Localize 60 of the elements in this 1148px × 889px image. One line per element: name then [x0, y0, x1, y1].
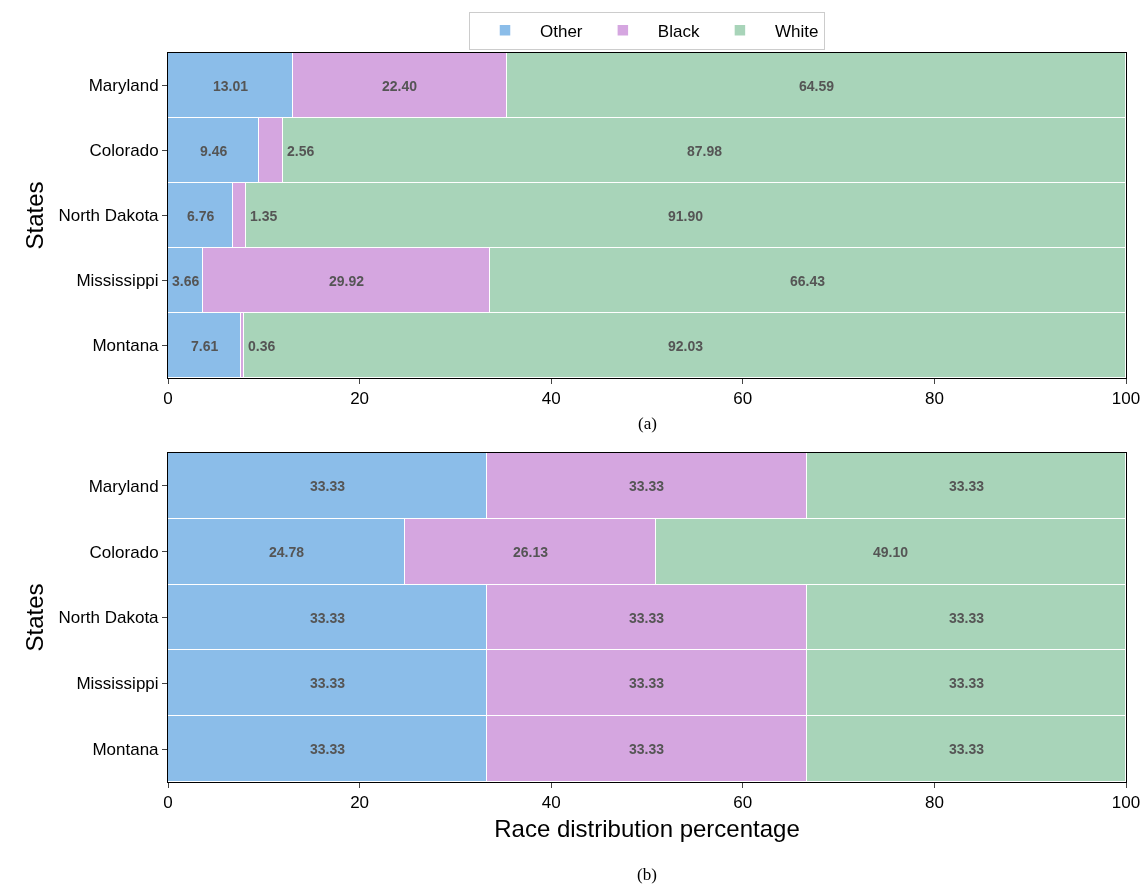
data-label: 92.03 — [668, 338, 704, 354]
x-axis-title: Race distribution percentage — [494, 814, 800, 842]
y-tick-label: Montana — [92, 336, 160, 356]
data-label: 29.92 — [329, 273, 365, 289]
legend-label: Other — [540, 21, 583, 41]
data-label: 33.33 — [629, 741, 665, 757]
data-label: 0.36 — [248, 338, 276, 354]
x-tick-label: 40 — [541, 389, 561, 409]
y-tick-label: Mississippi — [76, 674, 159, 694]
x-tick-label: 80 — [924, 389, 944, 409]
legend-label: White — [774, 21, 819, 41]
y-tick-label: Mississippi — [76, 271, 159, 291]
y-axis-title: States — [20, 181, 48, 250]
data-label: 6.76 — [187, 208, 215, 224]
x-tick-label: 0 — [163, 389, 173, 409]
data-label: 33.33 — [629, 478, 665, 494]
data-label: 24.78 — [269, 544, 305, 560]
y-tick-label: Colorado — [89, 141, 159, 161]
x-tick-label: 80 — [924, 793, 944, 813]
y-axis-title: States — [20, 583, 48, 652]
data-label: 7.61 — [191, 338, 219, 354]
data-label: 33.33 — [949, 675, 985, 691]
data-label: 22.40 — [382, 78, 418, 94]
y-tick-label: Maryland — [88, 476, 159, 496]
data-label: 64.59 — [799, 78, 835, 94]
text: (b) — [637, 865, 657, 884]
data-label: 26.13 — [513, 544, 549, 560]
y-tick-label: Maryland — [88, 76, 159, 96]
data-label: 87.98 — [687, 143, 723, 159]
data-label: 2.56 — [287, 143, 315, 159]
x-tick-label: 20 — [350, 389, 370, 409]
data-label: 33.33 — [949, 478, 985, 494]
legend-label: Black — [657, 21, 700, 41]
x-tick-label: 20 — [350, 793, 370, 813]
data-label: 9.46 — [200, 143, 228, 159]
data-label: 91.90 — [668, 208, 704, 224]
x-tick-label: 0 — [163, 793, 173, 813]
data-label: 33.33 — [949, 610, 985, 626]
data-label: 1.35 — [250, 208, 278, 224]
y-tick-label: North Dakota — [58, 608, 160, 628]
data-label: 33.33 — [949, 741, 985, 757]
data-label: 33.33 — [310, 741, 346, 757]
data-label: 33.33 — [310, 478, 346, 494]
data-label: 13.01 — [213, 78, 249, 94]
y-tick-label: North Dakota — [58, 206, 160, 226]
y-tick-label: Colorado — [89, 542, 159, 562]
data-label: 66.43 — [790, 273, 826, 289]
data-label: 3.66 — [172, 273, 200, 289]
data-label: 33.33 — [629, 675, 665, 691]
text: (a) — [638, 414, 657, 433]
x-tick-label: 40 — [541, 793, 561, 813]
x-tick-label: 60 — [733, 389, 753, 409]
x-tick-label: 100 — [1111, 793, 1141, 813]
data-label: 33.33 — [310, 675, 346, 691]
x-tick-label: 100 — [1111, 389, 1141, 409]
y-tick-label: Montana — [92, 740, 160, 760]
x-tick-label: 60 — [733, 793, 753, 813]
data-label: 33.33 — [310, 610, 346, 626]
data-label: 49.10 — [873, 544, 909, 560]
data-label: 33.33 — [629, 610, 665, 626]
